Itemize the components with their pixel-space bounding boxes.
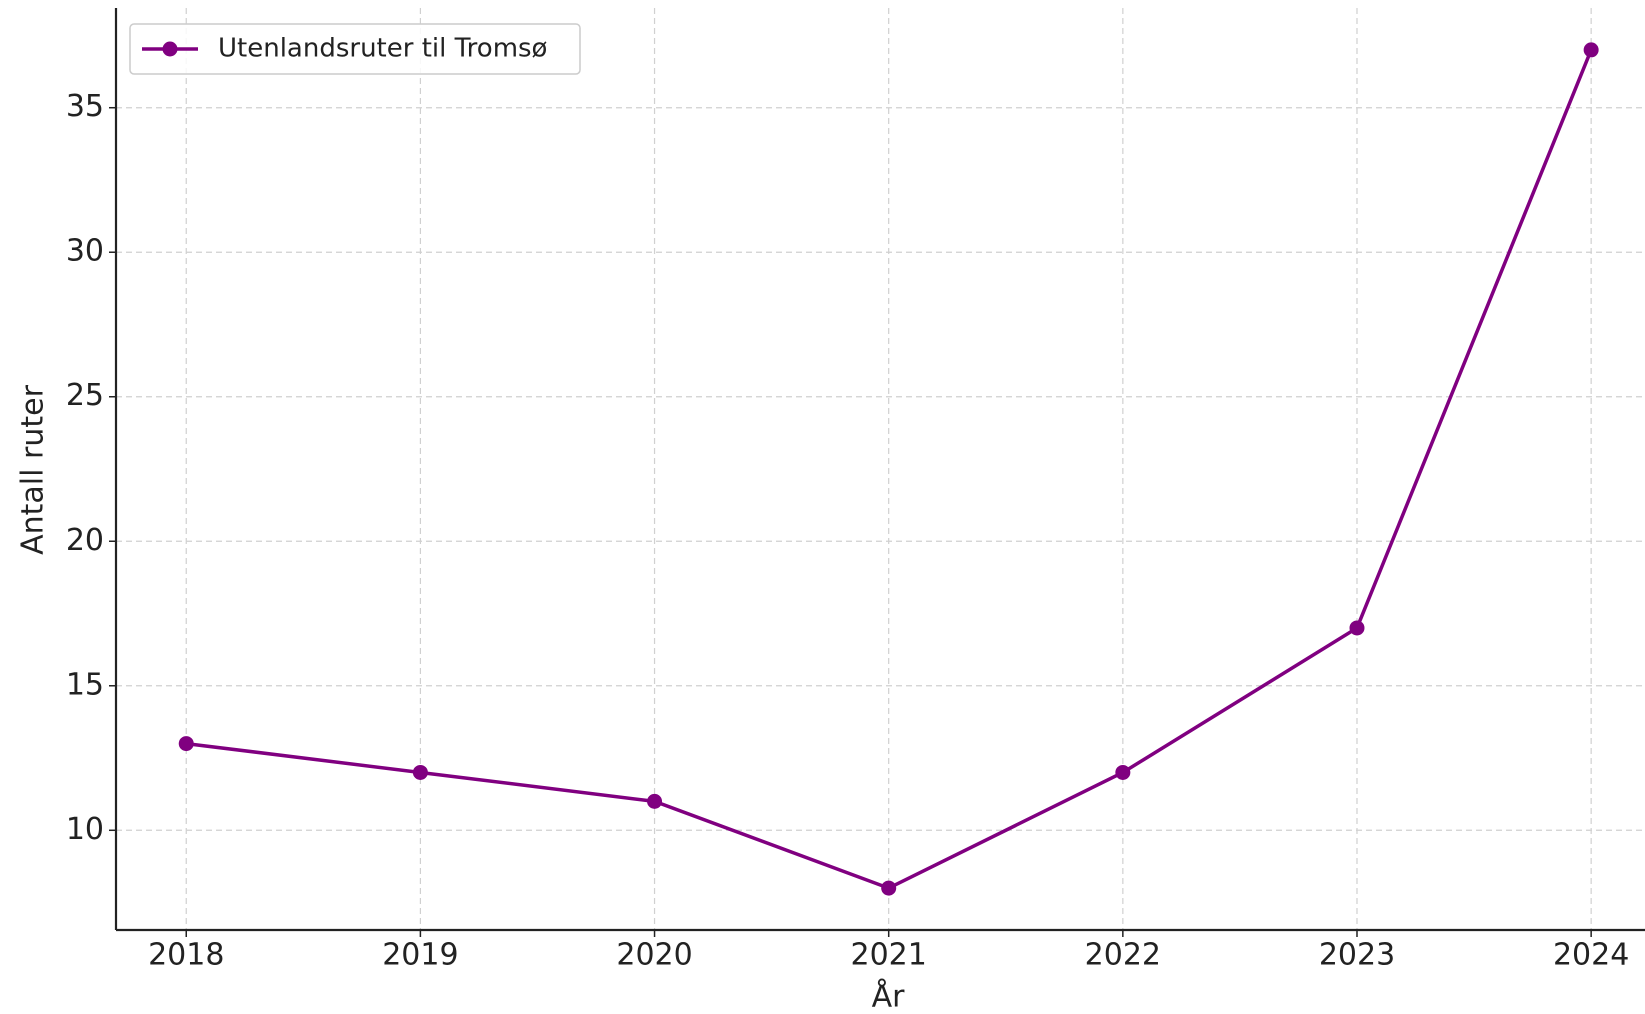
x-tick-label: 2022: [1085, 938, 1161, 973]
x-tick-label: 2023: [1319, 938, 1395, 973]
x-tick-label: 2024: [1553, 938, 1629, 973]
x-tick-label: 2020: [616, 938, 692, 973]
legend-marker: [162, 41, 178, 57]
legend-box: [129, 23, 581, 75]
marker: [412, 764, 428, 780]
marker: [881, 880, 897, 896]
legend-label: Utenlandsruter til Tromsø: [218, 34, 547, 64]
marker: [1115, 764, 1131, 780]
marker: [1583, 42, 1599, 58]
y-tick-label: 10: [66, 812, 104, 847]
x-axis-label: År: [872, 979, 906, 1014]
marker: [647, 793, 663, 809]
y-tick-label: 15: [66, 667, 104, 702]
x-tick-label: 2019: [382, 938, 458, 973]
marker: [178, 736, 194, 752]
x-tick-label: 2021: [851, 938, 927, 973]
y-tick-label: 30: [66, 234, 104, 269]
marker: [1349, 620, 1365, 636]
y-tick-label: 25: [66, 378, 104, 413]
y-axis-label: Antall ruter: [16, 384, 51, 554]
y-tick-label: 20: [66, 523, 104, 558]
y-tick-label: 35: [66, 89, 104, 124]
x-tick-label: 2018: [148, 938, 224, 973]
